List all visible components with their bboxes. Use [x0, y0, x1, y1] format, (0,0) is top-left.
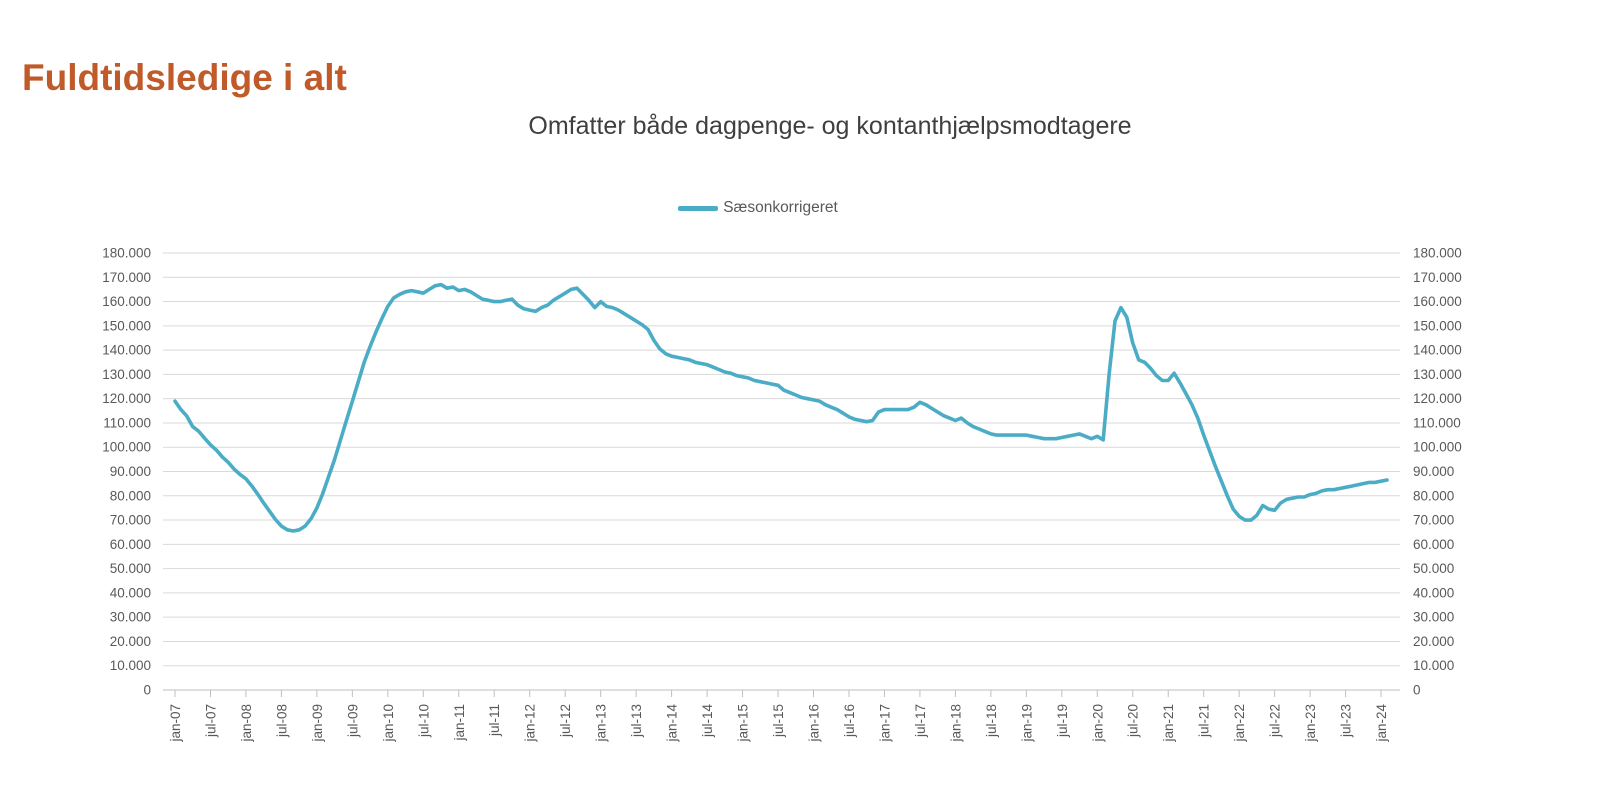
svg-text:140.000: 140.000 — [1413, 343, 1462, 358]
svg-text:20.000: 20.000 — [110, 634, 151, 649]
chart-legend: Sæsonkorrigeret — [0, 199, 1516, 217]
svg-text:60.000: 60.000 — [110, 537, 151, 552]
svg-text:jul-23: jul-23 — [1339, 704, 1354, 738]
svg-text:110.000: 110.000 — [1413, 415, 1461, 430]
svg-text:jul-19: jul-19 — [1055, 704, 1070, 738]
svg-text:jul-10: jul-10 — [416, 704, 431, 738]
svg-text:130.000: 130.000 — [102, 367, 151, 382]
svg-text:160.000: 160.000 — [1413, 294, 1462, 309]
svg-text:80.000: 80.000 — [1413, 488, 1454, 503]
svg-text:jul-09: jul-09 — [345, 704, 360, 738]
svg-text:80.000: 80.000 — [110, 488, 151, 503]
svg-text:jan-08: jan-08 — [239, 704, 254, 743]
page-title: Fuldtidsledige i alt — [22, 56, 347, 98]
svg-text:jan-07: jan-07 — [168, 704, 183, 743]
svg-text:130.000: 130.000 — [1413, 367, 1462, 382]
series-line-saesonkorrigeret — [173, 282, 1389, 533]
svg-text:jan-16: jan-16 — [806, 704, 821, 743]
svg-text:jan-14: jan-14 — [665, 704, 680, 743]
svg-text:140.000: 140.000 — [102, 343, 151, 358]
svg-text:jul-17: jul-17 — [913, 704, 928, 738]
svg-text:50.000: 50.000 — [110, 561, 151, 576]
svg-text:150.000: 150.000 — [1413, 318, 1462, 333]
svg-text:jul-15: jul-15 — [771, 704, 786, 738]
svg-text:30.000: 30.000 — [1413, 610, 1454, 625]
svg-text:40.000: 40.000 — [110, 585, 151, 600]
x-axis-labels: jan-07 jul-07 jan-08 jul-08 jan-09 jul-09 jan-… — [168, 704, 1389, 743]
svg-text:jul-08: jul-08 — [274, 704, 289, 738]
svg-text:jan-10: jan-10 — [381, 704, 396, 743]
svg-text:10.000: 10.000 — [110, 658, 151, 673]
svg-text:jan-09: jan-09 — [310, 704, 325, 743]
svg-text:160.000: 160.000 — [102, 294, 151, 309]
svg-text:170.000: 170.000 — [102, 270, 151, 285]
svg-text:90.000: 90.000 — [110, 464, 151, 479]
svg-text:180.000: 180.000 — [1413, 246, 1462, 261]
svg-text:0: 0 — [1413, 683, 1421, 698]
svg-text:jul-11: jul-11 — [487, 704, 502, 737]
svg-text:150.000: 150.000 — [102, 318, 151, 333]
svg-text:100.000: 100.000 — [102, 440, 151, 455]
svg-text:jan-24: jan-24 — [1374, 704, 1389, 743]
svg-text:jul-07: jul-07 — [203, 704, 218, 738]
svg-text:jan-20: jan-20 — [1090, 704, 1105, 743]
svg-text:jul-13: jul-13 — [629, 704, 644, 738]
svg-text:jul-12: jul-12 — [558, 704, 573, 738]
y-axis-left-labels: 0 10.000 20.000 30.000 40.000 50.000 60.000 70.… — [102, 246, 151, 698]
svg-text:jul-16: jul-16 — [842, 704, 857, 738]
svg-text:120.000: 120.000 — [1413, 391, 1462, 406]
svg-text:60.000: 60.000 — [1413, 537, 1454, 552]
svg-text:20.000: 20.000 — [1413, 634, 1454, 649]
svg-text:jan-19: jan-19 — [1019, 704, 1034, 743]
legend-label: Sæsonkorrigeret — [723, 199, 838, 216]
svg-text:jul-14: jul-14 — [700, 704, 715, 739]
svg-text:50.000: 50.000 — [1413, 561, 1454, 576]
svg-text:jan-13: jan-13 — [594, 704, 609, 743]
svg-text:jan-17: jan-17 — [877, 704, 892, 743]
svg-text:jul-18: jul-18 — [984, 704, 999, 738]
svg-text:70.000: 70.000 — [1413, 513, 1454, 528]
gridlines — [163, 252, 1400, 667]
svg-text:0: 0 — [143, 683, 151, 698]
svg-text:100.000: 100.000 — [1413, 440, 1462, 455]
svg-text:40.000: 40.000 — [1413, 585, 1454, 600]
svg-text:170.000: 170.000 — [1413, 270, 1462, 285]
svg-text:110.000: 110.000 — [103, 415, 151, 430]
legend-line-marker-icon — [678, 205, 719, 211]
svg-text:30.000: 30.000 — [110, 610, 151, 625]
svg-text:70.000: 70.000 — [110, 513, 151, 528]
svg-text:jan-15: jan-15 — [736, 704, 751, 743]
svg-text:jan-18: jan-18 — [948, 704, 963, 743]
svg-text:180.000: 180.000 — [102, 246, 151, 261]
svg-text:jul-21: jul-21 — [1197, 704, 1212, 738]
svg-text:jan-22: jan-22 — [1232, 704, 1247, 743]
svg-text:jul-22: jul-22 — [1268, 704, 1283, 738]
svg-text:jan-11: jan-11 — [452, 704, 467, 742]
svg-text:jan-23: jan-23 — [1303, 704, 1318, 743]
svg-text:jan-21: jan-21 — [1161, 704, 1176, 743]
svg-text:10.000: 10.000 — [1413, 658, 1454, 673]
x-axis-ticks — [174, 690, 1382, 697]
svg-text:jan-12: jan-12 — [523, 704, 538, 743]
svg-text:90.000: 90.000 — [1413, 464, 1454, 479]
svg-text:120.000: 120.000 — [102, 391, 151, 406]
svg-text:jul-20: jul-20 — [1126, 704, 1141, 738]
y-axis-right-labels: 0 10.000 20.000 30.000 40.000 50.000 60.000 70.… — [1413, 246, 1462, 698]
chart-title: Omfatter både dagpenge- og kontanthjælps… — [528, 112, 1132, 140]
